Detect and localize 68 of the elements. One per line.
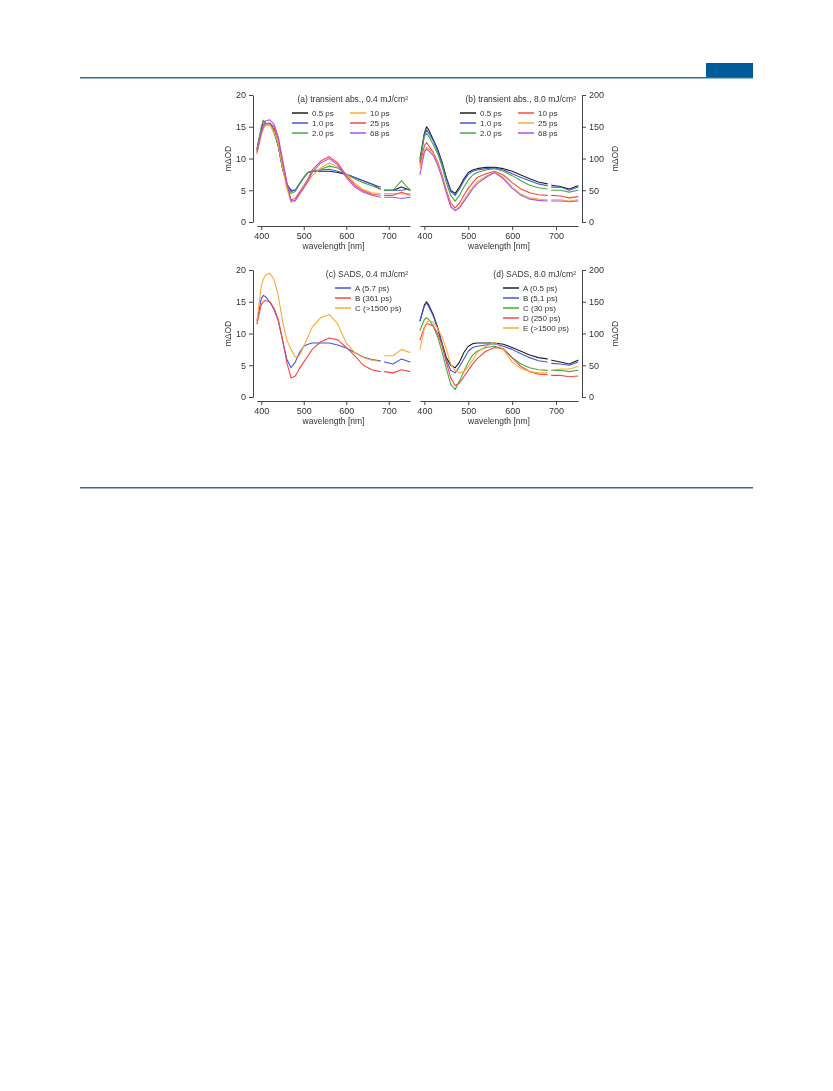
x-axis-title: wavelength [nm]	[301, 241, 365, 251]
x-axis-title: wavelength [nm]	[467, 416, 530, 426]
x-tick-label: 400	[254, 406, 270, 417]
y-axis-title: mΔOD	[223, 320, 233, 347]
chart-title: (c) SADS, 0.4 mJ/cm²	[325, 269, 409, 279]
legend-label: 25 ps	[538, 119, 558, 128]
x-tick-label: 700	[549, 406, 565, 417]
y-axis-title: mΔOD	[223, 145, 233, 172]
y-tick-label: 0	[240, 217, 246, 228]
x-tick-label: 400	[417, 406, 433, 417]
x-axis-title: wavelength [nm]	[467, 241, 530, 251]
legend-label: 10 ps	[538, 109, 558, 118]
y-tick-label: 20	[235, 90, 246, 101]
x-tick-label: 600	[339, 231, 355, 242]
x-tick-label: 600	[505, 406, 521, 417]
y-tick-label: 15	[235, 122, 246, 133]
y-tick-label: 200	[589, 90, 605, 101]
legend-label: 68 ps	[370, 129, 390, 138]
y-axis-title: mΔOD	[610, 320, 620, 347]
legend-label: 10 ps	[370, 109, 390, 118]
legend-label: 25 ps	[370, 119, 390, 128]
x-tick-label: 500	[461, 231, 477, 242]
y-tick-label: 5	[240, 360, 246, 371]
x-tick-label: 700	[549, 231, 565, 242]
y-tick-label: 15	[235, 297, 246, 308]
chart-title: (d) SADS, 8.0 mJ/cm²	[493, 269, 577, 279]
legend-label: A (5.7 ps)	[355, 284, 390, 293]
x-tick-label: 500	[461, 406, 477, 417]
y-tick-label: 50	[589, 185, 600, 196]
y-tick-label: 0	[589, 392, 595, 403]
legend-label: 68 ps	[538, 129, 558, 138]
x-tick-label: 500	[296, 406, 312, 417]
y-tick-label: 20	[235, 265, 246, 276]
y-tick-label: 200	[589, 265, 605, 276]
y-tick-label: 150	[589, 297, 605, 308]
y-tick-label: 150	[589, 122, 605, 133]
y-tick-label: 50	[589, 360, 600, 371]
x-tick-label: 600	[505, 231, 521, 242]
x-axis-title: wavelength [nm]	[301, 416, 365, 426]
legend-label: 0.5 ps	[312, 109, 334, 118]
legend-label: 2.0 ps	[480, 129, 502, 138]
y-tick-label: 5	[240, 185, 246, 196]
legend-label: 1.0 ps	[312, 119, 334, 128]
x-tick-label: 500	[296, 231, 312, 242]
y-tick-label: 100	[589, 328, 605, 339]
x-tick-label: 700	[381, 406, 397, 417]
y-tick-label: 0	[589, 217, 595, 228]
y-tick-label: 0	[240, 392, 246, 403]
y-tick-label: 10	[235, 328, 246, 339]
legend-label: A (0.5 ps)	[523, 284, 558, 293]
legend-label: E (>1500 ps)	[523, 324, 570, 333]
chart-title: (b) transient abs., 8.0 mJ/cm²	[465, 94, 577, 104]
x-tick-label: 700	[381, 231, 397, 242]
y-tick-label: 100	[589, 153, 605, 164]
legend-label: B (5.1 ps)	[523, 294, 559, 303]
legend-label: 1.0 ps	[480, 119, 502, 128]
chart-title: (a) transient abs., 0.4 mJ/cm²	[297, 94, 409, 104]
x-tick-label: 400	[417, 231, 433, 242]
legend-label: C (>1500 ps)	[355, 304, 402, 313]
legend-label: C (30 ps)	[523, 304, 557, 313]
y-tick-label: 10	[235, 153, 246, 164]
legend-label: B (361 ps)	[355, 294, 393, 303]
x-tick-label: 600	[339, 406, 355, 417]
y-axis-title: mΔOD	[610, 145, 620, 172]
legend-label: 2.0 ps	[312, 129, 334, 138]
x-tick-label: 400	[254, 231, 270, 242]
legend-label: D (250 ps)	[523, 314, 561, 323]
legend-label: 0.5 ps	[480, 109, 502, 118]
